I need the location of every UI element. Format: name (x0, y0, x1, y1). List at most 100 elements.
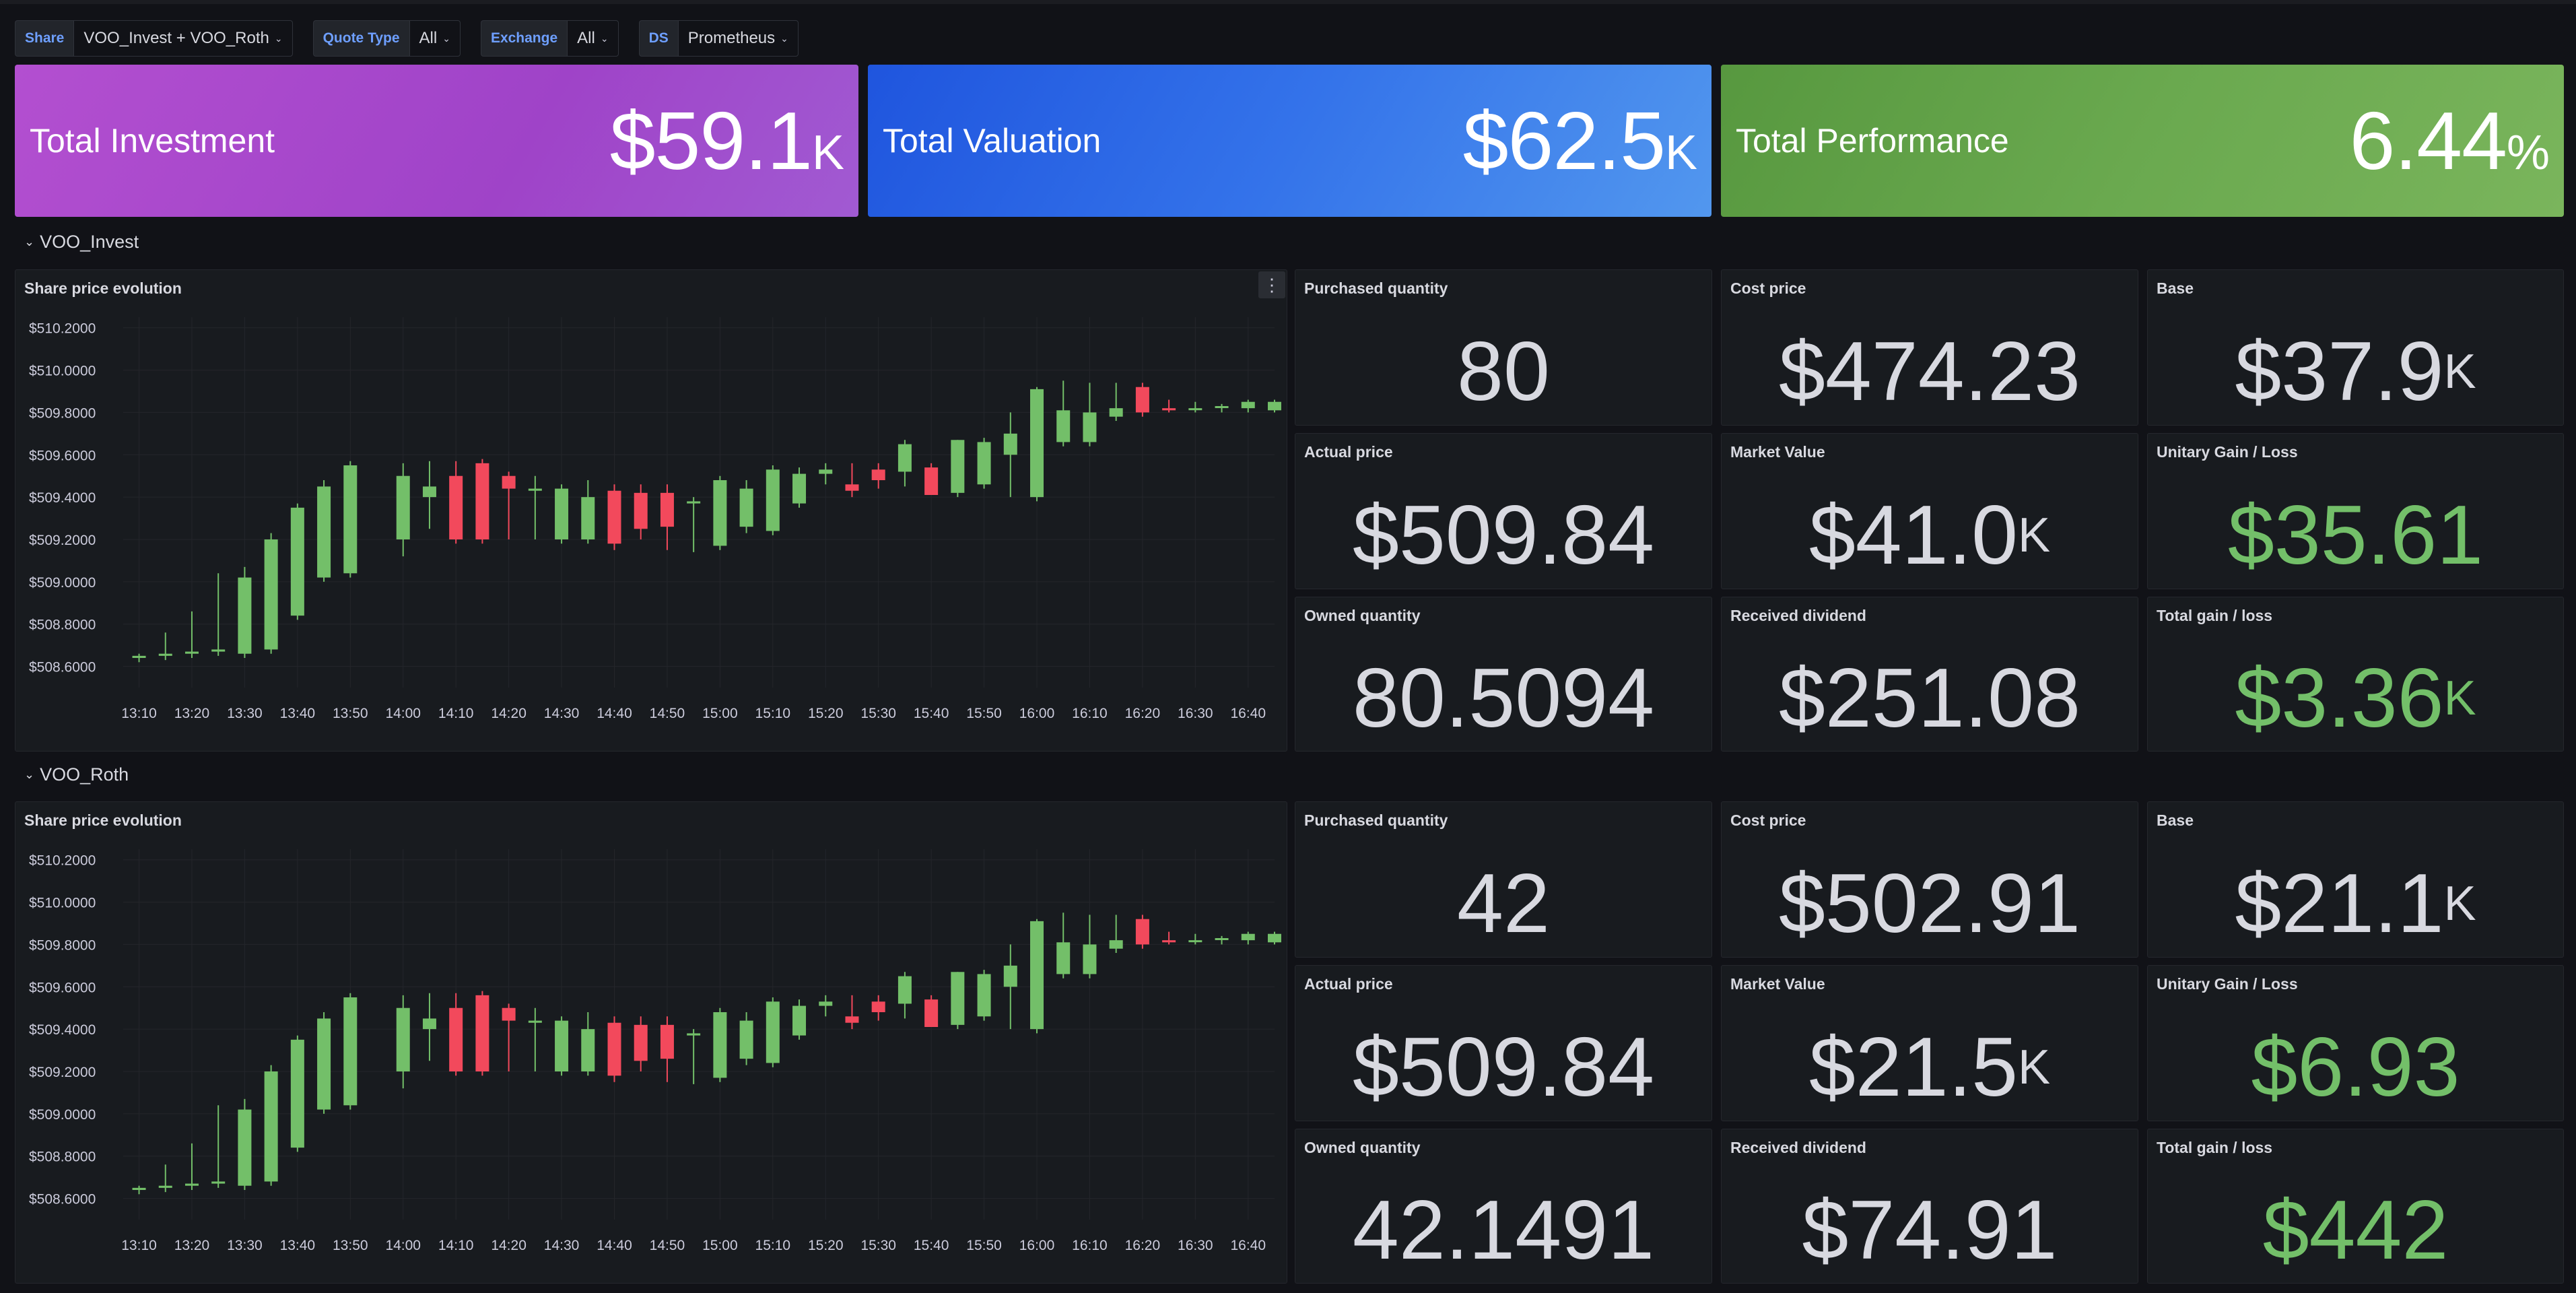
candle-up (977, 442, 991, 485)
stat-number: $474.23 (1778, 325, 2081, 418)
variable-share-select[interactable]: VOO_Invest + VOO_Roth ⌄ (73, 20, 293, 57)
panel-title: Market Value (1730, 975, 1825, 993)
y-tick-label: $509.4000 (29, 1022, 96, 1038)
x-tick-label: 16:00 (1019, 1238, 1055, 1253)
share-price-chart-panel[interactable]: Share price evolution $510.2000 $510.0000… (15, 801, 1287, 1284)
x-tick-label: 15:20 (808, 706, 844, 721)
candle-up (422, 1018, 436, 1030)
stat-number: $502.91 (1778, 857, 2081, 950)
candle-down (1135, 387, 1149, 413)
candlestick-chart: $510.2000 $510.0000 $509.8000 $509.6000 $509… (29, 849, 1281, 1253)
stat-purchased-quantity[interactable]: Purchased quantity 42 (1295, 801, 1712, 958)
stat-number: $3.36 (2235, 652, 2444, 745)
stat-value: $502.91 (1722, 851, 2138, 957)
share-price-chart-panel[interactable]: Share price evolution ⋮ $510.2000 $510.00… (15, 269, 1287, 752)
x-tick-label: 13:30 (227, 1238, 263, 1253)
y-tick-label: $510.0000 (29, 364, 96, 379)
x-tick-label: 15:00 (702, 1238, 738, 1253)
stat-value: $21.5 K (1722, 1014, 2138, 1121)
candle-up (264, 1071, 278, 1182)
candle-down (634, 492, 648, 529)
candle-up (581, 1029, 595, 1071)
stat-unit: K (2018, 1040, 2051, 1094)
candle-down (449, 1007, 463, 1071)
total-investment-unit: K (811, 126, 844, 180)
x-tick-label: 15:40 (914, 1238, 949, 1253)
stat-value: 42.1491 (1295, 1178, 1711, 1283)
x-tick-label: 16:10 (1072, 706, 1108, 721)
candle-up (158, 653, 172, 656)
variable-share: Share VOO_Invest + VOO_Roth ⌄ (15, 20, 293, 57)
variable-ds-select[interactable]: Prometheus ⌄ (677, 20, 799, 57)
stat-market-value[interactable]: Market Value $41.0 K (1721, 433, 2138, 589)
candle-down (660, 492, 674, 527)
y-tick-label: $508.8000 (29, 618, 96, 633)
stat-received-dividend[interactable]: Received dividend $74.91 (1721, 1129, 2138, 1284)
variable-quote-type: Quote Type All ⌄ (312, 20, 461, 57)
total-performance-panel[interactable]: Total Performance 6.44% (1721, 65, 2564, 217)
candle-up (1030, 921, 1044, 1030)
x-tick-label: 13:20 (174, 706, 210, 721)
stat-actual-price[interactable]: Actual price $509.84 (1295, 965, 1712, 1121)
candle-up (1003, 433, 1017, 455)
candle-up (317, 486, 331, 578)
panel-title: Cost price (1730, 811, 1806, 829)
stat-unit: K (2443, 345, 2476, 399)
panel-title: Base (2157, 279, 2194, 297)
candle-up (238, 1109, 252, 1186)
panel-title: Actual price (1304, 443, 1393, 461)
candle-down (1162, 408, 1176, 411)
candle-up (555, 1020, 569, 1071)
chevron-down-icon: ⌄ (780, 32, 788, 44)
x-tick-label: 16:30 (1178, 1238, 1213, 1253)
x-tick-label: 16:20 (1125, 1238, 1161, 1253)
stat-value: $251.08 (1722, 646, 2138, 751)
panel-title: Owned quantity (1304, 607, 1421, 624)
panel-title: Share price evolution (24, 811, 182, 829)
panel-menu-icon[interactable]: ⋮ (1258, 271, 1285, 298)
variable-share-value: VOO_Invest + VOO_Roth (83, 29, 269, 47)
x-tick-label: 14:40 (597, 1238, 632, 1253)
x-tick-label: 14:30 (544, 1238, 580, 1253)
stat-base[interactable]: Base $37.9 K (2147, 269, 2564, 426)
stat-base[interactable]: Base $21.1 K (2147, 801, 2564, 958)
stat-owned-quantity[interactable]: Owned quantity 80.5094 (1295, 597, 1712, 752)
total-investment-panel[interactable]: Total Investment $59.1K (15, 65, 858, 217)
stat-number: 42 (1457, 857, 1550, 950)
row-header-voo-invest[interactable]: ⌄ VOO_Invest (24, 232, 139, 253)
total-valuation-panel[interactable]: Total Valuation $62.5K (868, 65, 1711, 217)
variable-quote-type-select[interactable]: All ⌄ (409, 20, 461, 57)
candle-up (951, 972, 965, 1025)
stat-unitary-gain-loss[interactable]: Unitary Gain / Loss $35.61 (2147, 433, 2564, 589)
stat-number: 80 (1457, 325, 1550, 418)
variable-exchange: Exchange All ⌄ (480, 20, 619, 57)
candle-up (158, 1185, 172, 1188)
stat-value: $6.93 (2148, 1014, 2563, 1121)
x-tick-label: 15:40 (914, 706, 949, 721)
stat-cost-price[interactable]: Cost price $474.23 (1721, 269, 2138, 426)
stat-market-value[interactable]: Market Value $21.5 K (1721, 965, 2138, 1121)
candle-up (264, 539, 278, 650)
stat-actual-price[interactable]: Actual price $509.84 (1295, 433, 1712, 589)
x-tick-label: 13:20 (174, 1238, 210, 1253)
stat-total-gain-loss[interactable]: Total gain / loss $3.36 K (2147, 597, 2564, 752)
stat-unitary-gain-loss[interactable]: Unitary Gain / Loss $6.93 (2147, 965, 2564, 1121)
x-tick-label: 14:50 (650, 1238, 685, 1253)
y-tick-label: $509.8000 (29, 405, 96, 421)
stat-owned-quantity[interactable]: Owned quantity 42.1491 (1295, 1129, 1712, 1284)
total-valuation-unit: K (1664, 126, 1697, 180)
stat-value: $37.9 K (2148, 319, 2563, 425)
stat-number: $74.91 (1802, 1184, 2058, 1277)
stat-number: 80.5094 (1352, 652, 1655, 745)
row-header-voo-roth[interactable]: ⌄ VOO_Roth (24, 764, 129, 785)
stat-purchased-quantity[interactable]: Purchased quantity 80 (1295, 269, 1712, 426)
stat-cost-price[interactable]: Cost price $502.91 (1721, 801, 2138, 958)
chevron-down-icon: ⌄ (24, 768, 35, 781)
total-valuation-number: $62.5 (1462, 95, 1666, 187)
y-tick-label: $510.0000 (29, 896, 96, 911)
variable-exchange-select[interactable]: All ⌄ (567, 20, 619, 57)
panel-title: Purchased quantity (1304, 279, 1448, 297)
stat-value: $35.61 (2148, 482, 2563, 589)
stat-total-gain-loss[interactable]: Total gain / loss $442 (2147, 1129, 2564, 1284)
stat-received-dividend[interactable]: Received dividend $251.08 (1721, 597, 2138, 752)
